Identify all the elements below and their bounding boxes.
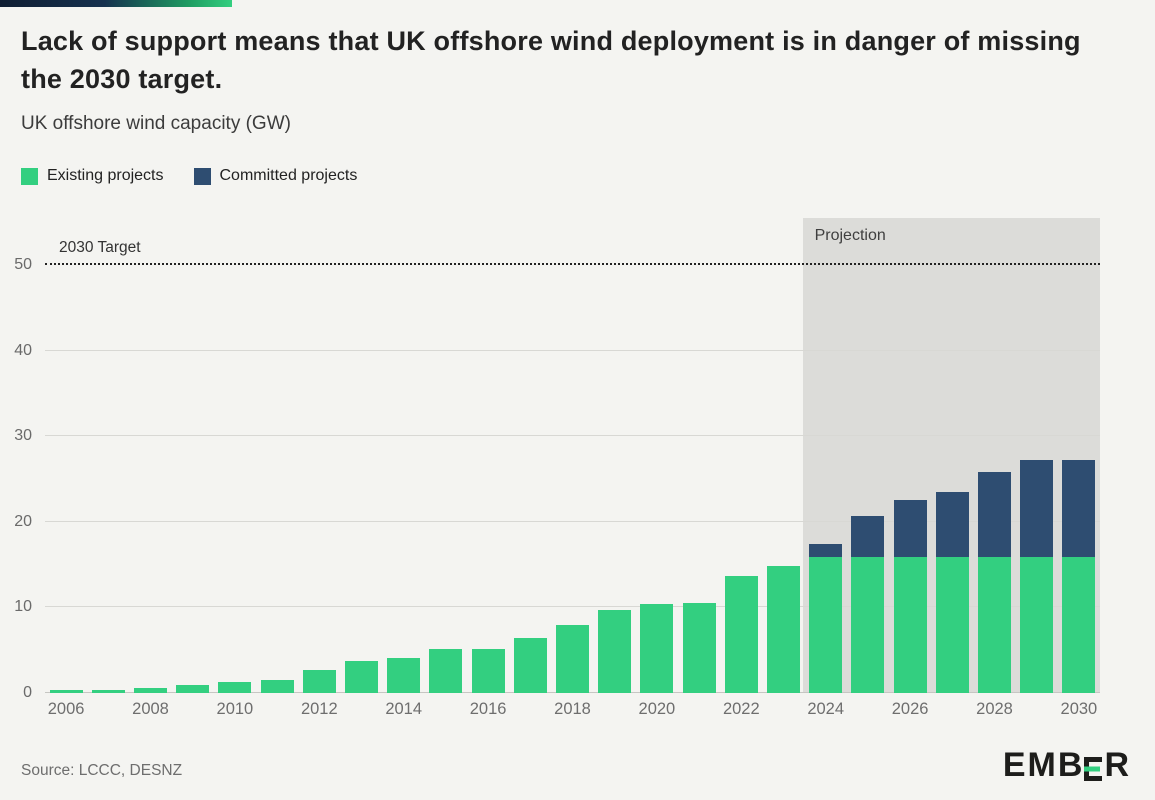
x-axis-tick-label: 2030 <box>1060 700 1098 718</box>
target-line <box>45 263 1100 266</box>
chart-title: Lack of support means that UK offshore w… <box>21 26 1081 95</box>
bar-existing-2027 <box>935 556 969 693</box>
logo-text-part: EMB <box>1002 746 1085 784</box>
bar-existing-2030 <box>1062 556 1096 693</box>
target-line-label: 2030 Target <box>59 239 141 257</box>
x-axis-tick-label: 2016 <box>469 700 507 718</box>
logo-letter-e-accent <box>1084 757 1104 782</box>
x-axis-tick-label: 2022 <box>722 700 760 718</box>
bar-existing-2021 <box>682 603 716 693</box>
x-axis-tick-label: 2026 <box>891 700 929 718</box>
chart-subtitle: UK offshore wind capacity (GW) <box>21 113 291 134</box>
gridline-20 <box>45 520 1100 522</box>
bar-existing-2009 <box>176 685 210 693</box>
bar-existing-2023 <box>767 566 800 693</box>
bar-existing-2007 <box>91 689 125 693</box>
y-axis-tick-label: 40 <box>14 341 32 359</box>
x-axis-labels: 2006 2008 2010 2012 2014 2016 2018 2020 2022 2024… <box>45 701 1100 723</box>
x-axis-tick-label: 2006 <box>47 700 85 718</box>
gridline-30 <box>45 435 1100 437</box>
y-axis-tick-label: 0 <box>23 684 32 701</box>
x-axis-tick-label: 2024 <box>807 700 845 718</box>
legend: Existing projects Committed projects <box>21 167 357 185</box>
bar-existing-2020 <box>640 604 674 693</box>
legend-label: Existing projects <box>47 167 164 184</box>
projection-label: Projection <box>814 227 886 244</box>
x-axis-tick-label: 2018 <box>554 700 591 718</box>
legend-label: Committed projects <box>219 167 358 184</box>
y-axis-tick-label: 10 <box>14 598 32 616</box>
bar-existing-2012 <box>302 669 336 693</box>
bar-committed-2026 <box>893 499 927 557</box>
legend-item: Committed projects <box>193 167 358 185</box>
plot-area: Projection 2030 Target <box>45 218 1100 693</box>
x-axis-tick-label: 2014 <box>385 700 423 718</box>
y-axis-labels: 0 10 20 30 40 50 <box>0 218 38 701</box>
bar-committed-2025 <box>851 515 885 557</box>
bar-existing-2028 <box>978 556 1011 693</box>
bar-existing-2018 <box>556 625 589 693</box>
gridline-40 <box>45 349 1100 351</box>
bar-committed-2028 <box>978 472 1011 557</box>
bar-existing-2008 <box>134 687 167 693</box>
y-axis-tick-label: 30 <box>14 427 32 445</box>
legend-swatch <box>21 167 38 185</box>
bar-existing-2017 <box>513 638 547 693</box>
gridline-10 <box>45 606 1100 608</box>
bar-existing-2006 <box>49 690 83 693</box>
bar-existing-2016 <box>471 649 505 693</box>
bar-existing-2011 <box>260 680 294 693</box>
bar-existing-2022 <box>724 575 758 693</box>
bar-existing-2013 <box>345 661 378 693</box>
bar-existing-2024 <box>809 556 843 693</box>
bar-existing-2026 <box>893 556 927 693</box>
y-axis-tick-label: 50 <box>14 256 32 274</box>
bar-committed-2029 <box>1020 460 1054 557</box>
x-axis-tick-label: 2008 <box>132 700 169 718</box>
bar-existing-2015 <box>429 649 463 693</box>
ember-logo: EMB R <box>1003 748 1131 782</box>
bar-existing-2010 <box>218 681 252 693</box>
bar-existing-2019 <box>598 609 632 693</box>
source-note: Source: LCCC, DESNZ <box>21 762 183 779</box>
bar-committed-2030 <box>1062 460 1096 557</box>
legend-item: Existing projects <box>21 167 164 185</box>
y-axis-tick-label: 20 <box>14 512 32 530</box>
brand-gradient-strip <box>0 0 232 7</box>
bar-existing-2025 <box>851 556 885 693</box>
bar-committed-2024 <box>809 544 843 557</box>
bar-existing-2014 <box>387 657 421 693</box>
x-axis-tick-label: 2010 <box>216 700 254 718</box>
x-axis-tick-label: 2012 <box>300 700 338 718</box>
bar-existing-2029 <box>1020 556 1054 693</box>
bar-committed-2027 <box>935 491 969 557</box>
x-axis-tick-label: 2020 <box>638 700 676 718</box>
x-axis-tick-label: 2028 <box>976 700 1013 718</box>
legend-swatch <box>193 167 211 185</box>
logo-text-part: R <box>1104 746 1131 784</box>
